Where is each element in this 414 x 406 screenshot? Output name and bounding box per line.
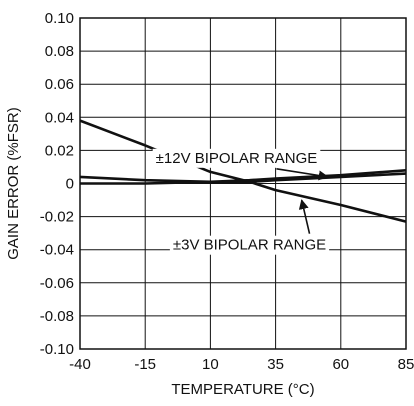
series-line-2 [79,172,407,184]
y-tick-label: -0.02 [40,209,74,226]
grid-lines [80,18,406,349]
series-line-1 [79,119,407,223]
y-tick-label: -0.10 [40,341,74,358]
annotations: ±12V BIPOLAR RANGE ±3V BIPOLAR RANGE [152,148,330,255]
x-tick-labels: -40 -15 10 35 60 85 [69,356,414,373]
annotation-background [169,235,330,255]
y-tick-labels: -0.10 -0.08 -0.06 -0.04 -0.02 0 0.02 0.04 0.06 0.… [40,10,74,358]
x-tick-label: 35 [267,356,284,373]
x-axis-label: TEMPERATURE (°C) [171,381,314,398]
y-tick-label: 0.06 [45,76,74,93]
x-tick-label: 60 [332,356,349,373]
y-tick-label: 0.10 [45,10,74,27]
y-tick-label: -0.08 [40,308,74,325]
y-tick-label: 0.02 [45,142,74,159]
x-tick-label: 10 [202,356,219,373]
annotation-label: ±12V BIPOLAR RANGE [156,150,318,167]
series-line-3 [80,169,407,185]
plot-frame [79,17,407,350]
series-lines [79,119,407,223]
annotation-label: ±3V BIPOLAR RANGE [173,237,326,254]
annotation-background [152,148,321,168]
x-tick-label: 85 [398,356,414,373]
annotation-arrow [276,168,329,181]
annotation-arrow [298,199,311,234]
y-tick-label: 0.04 [45,109,74,126]
x-tick-label: -15 [134,356,156,373]
y-tick-label: -0.04 [40,242,74,259]
y-tick-label: -0.06 [40,275,74,292]
x-tick-label: -40 [69,356,91,373]
y-axis-label: GAIN ERROR (%FSR) [5,107,22,260]
y-tick-label: 0 [66,176,74,193]
y-tick-label: 0.08 [45,43,74,60]
